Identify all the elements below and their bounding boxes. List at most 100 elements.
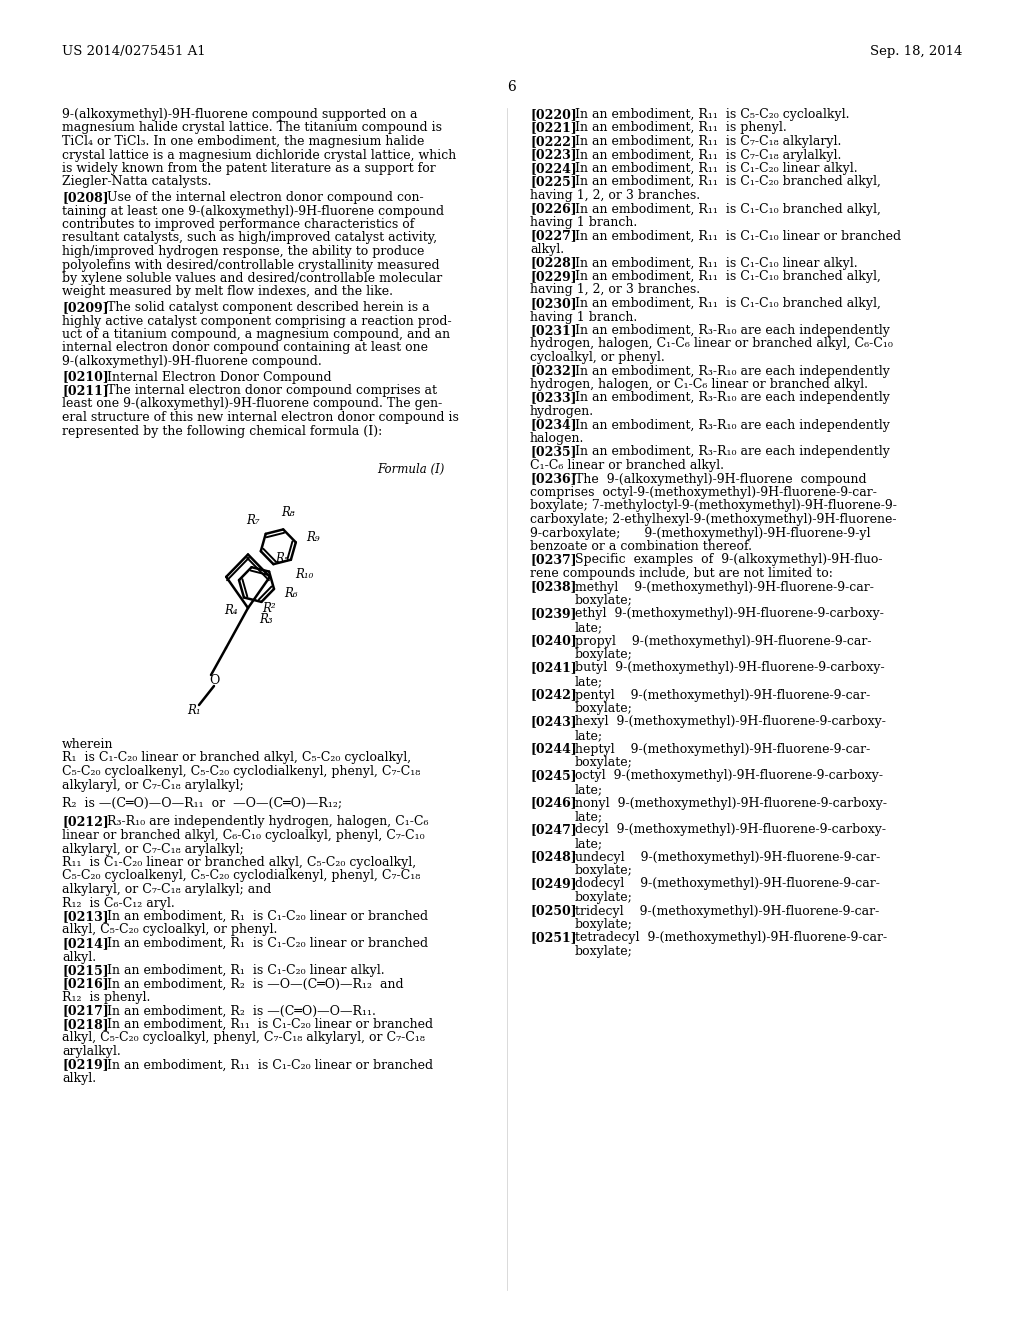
Text: pentyl    9-(methoxymethyl)-9H-fluorene-9-car-: pentyl 9-(methoxymethyl)-9H-fluorene-9-c… [575,689,870,701]
Text: 9-(alkoxymethyl)-9H-fluorene compound supported on a: 9-(alkoxymethyl)-9H-fluorene compound su… [62,108,418,121]
Text: comprises  octyl-9-(methoxymethyl)-9H-fluorene-9-car-: comprises octyl-9-(methoxymethyl)-9H-flu… [530,486,877,499]
Text: [0215]: [0215] [62,964,109,977]
Text: having 1 branch.: having 1 branch. [530,310,637,323]
Text: 6: 6 [508,81,516,94]
Text: [0243]: [0243] [530,715,577,729]
Text: Sep. 18, 2014: Sep. 18, 2014 [869,45,962,58]
Text: [0244]: [0244] [530,742,577,755]
Text: having 1, 2, or 3 branches.: having 1, 2, or 3 branches. [530,284,700,297]
Text: C₁-C₆ linear or branched alkyl.: C₁-C₆ linear or branched alkyl. [530,459,724,473]
Text: In an embodiment, R₁₁  is C₁-C₁₀ branched alkyl,: In an embodiment, R₁₁ is C₁-C₁₀ branched… [575,297,881,310]
Text: [0223]: [0223] [530,149,577,161]
Text: arylalkyl.: arylalkyl. [62,1045,121,1059]
Text: [0233]: [0233] [530,392,577,404]
Text: hydrogen, halogen, or C₁-C₆ linear or branched alkyl.: hydrogen, halogen, or C₁-C₆ linear or br… [530,378,868,391]
Text: In an embodiment, R₁  is C₁-C₂₀ linear or branched: In an embodiment, R₁ is C₁-C₂₀ linear or… [106,909,428,923]
Text: late;: late; [575,620,603,634]
Text: [0237]: [0237] [530,553,577,566]
Text: uct of a titanium compound, a magnesium compound, and an: uct of a titanium compound, a magnesium … [62,327,451,341]
Text: [0238]: [0238] [530,581,577,594]
Text: In an embodiment, R₃-R₁₀ are each independently: In an embodiment, R₃-R₁₀ are each indepe… [575,364,890,378]
Text: boxylate; 7-methyloctyl-9-(methoxymethyl)-9H-fluorene-9-: boxylate; 7-methyloctyl-9-(methoxymethyl… [530,499,897,512]
Text: O: O [209,673,219,686]
Text: In an embodiment, R₁₁  is C₁-C₁₀ branched alkyl,: In an embodiment, R₁₁ is C₁-C₁₀ branched… [575,271,881,282]
Text: R₄: R₄ [224,603,239,616]
Text: In an embodiment, R₁₁  is C₁-C₂₀ linear or branched: In an embodiment, R₁₁ is C₁-C₂₀ linear o… [106,1059,433,1072]
Text: late;: late; [575,810,603,822]
Text: The solid catalyst component described herein is a: The solid catalyst component described h… [106,301,430,314]
Text: US 2014/0275451 A1: US 2014/0275451 A1 [62,45,206,58]
Text: [0229]: [0229] [530,271,577,282]
Text: high/improved hydrogen response, the ability to produce: high/improved hydrogen response, the abi… [62,246,424,257]
Text: In an embodiment, R₁₁  is phenyl.: In an embodiment, R₁₁ is phenyl. [575,121,786,135]
Text: [0208]: [0208] [62,191,109,205]
Text: [0236]: [0236] [530,473,577,486]
Text: [0241]: [0241] [530,661,577,675]
Text: [0234]: [0234] [530,418,577,432]
Text: In an embodiment, R₃-R₁₀ are each independently: In an embodiment, R₃-R₁₀ are each indepe… [575,392,890,404]
Text: tetradecyl  9-(methoxymethyl)-9H-fluorene-9-car-: tetradecyl 9-(methoxymethyl)-9H-fluorene… [575,932,887,945]
Text: [0221]: [0221] [530,121,577,135]
Text: boxylate;: boxylate; [575,594,633,607]
Text: R₁₂  is C₆-C₁₂ aryl.: R₁₂ is C₆-C₁₂ aryl. [62,896,175,909]
Text: C₅-C₂₀ cycloalkenyl, C₅-C₂₀ cyclodialkenyl, phenyl, C₇-C₁₈: C₅-C₂₀ cycloalkenyl, C₅-C₂₀ cyclodialken… [62,870,420,883]
Text: [0225]: [0225] [530,176,577,189]
Text: [0247]: [0247] [530,824,577,837]
Text: [0248]: [0248] [530,850,577,863]
Text: taining at least one 9-(alkoxymethyl)-9H-fluorene compound: taining at least one 9-(alkoxymethyl)-9H… [62,205,444,218]
Text: [0231]: [0231] [530,323,577,337]
Text: alkyl, C₅-C₂₀ cycloalkyl, or phenyl.: alkyl, C₅-C₂₀ cycloalkyl, or phenyl. [62,924,278,936]
Text: represented by the following chemical formula (I):: represented by the following chemical fo… [62,425,382,437]
Text: In an embodiment, R₁₁  is C₁-C₁₀ branched alkyl,: In an embodiment, R₁₁ is C₁-C₁₀ branched… [575,202,881,215]
Text: having 1, 2, or 3 branches.: having 1, 2, or 3 branches. [530,189,700,202]
Text: hexyl  9-(methoxymethyl)-9H-fluorene-9-carboxy-: hexyl 9-(methoxymethyl)-9H-fluorene-9-ca… [575,715,886,729]
Text: by xylene soluble values and desired/controllable molecular: by xylene soluble values and desired/con… [62,272,442,285]
Text: R₁  is C₁-C₂₀ linear or branched alkyl, C₅-C₂₀ cycloalkyl,: R₁ is C₁-C₂₀ linear or branched alkyl, C… [62,751,411,764]
Text: [0210]: [0210] [62,371,109,384]
Text: In an embodiment, R₁₁  is C₁-C₁₀ linear or branched: In an embodiment, R₁₁ is C₁-C₁₀ linear o… [575,230,901,243]
Text: magnesium halide crystal lattice. The titanium compound is: magnesium halide crystal lattice. The ti… [62,121,442,135]
Text: [0218]: [0218] [62,1018,109,1031]
Text: R₁₁  is C₁-C₂₀ linear or branched alkyl, C₅-C₂₀ cycloalkyl,: R₁₁ is C₁-C₂₀ linear or branched alkyl, … [62,855,416,869]
Text: [0249]: [0249] [530,878,577,891]
Text: R₅: R₅ [274,552,289,565]
Text: R₉: R₉ [306,532,321,544]
Text: rene compounds include, but are not limited to:: rene compounds include, but are not limi… [530,568,833,579]
Text: propyl    9-(methoxymethyl)-9H-fluorene-9-car-: propyl 9-(methoxymethyl)-9H-fluorene-9-c… [575,635,871,648]
Text: R₃-R₁₀ are independently hydrogen, halogen, C₁-C₆: R₃-R₁₀ are independently hydrogen, halog… [106,816,428,829]
Text: [0213]: [0213] [62,909,109,923]
Text: ethyl  9-(methoxymethyl)-9H-fluorene-9-carboxy-: ethyl 9-(methoxymethyl)-9H-fluorene-9-ca… [575,607,884,620]
Text: alkylaryl, or C₇-C₁₈ arylalkyl;: alkylaryl, or C₇-C₁₈ arylalkyl; [62,842,244,855]
Text: In an embodiment, R₁₁  is C₁-C₂₀ branched alkyl,: In an embodiment, R₁₁ is C₁-C₂₀ branched… [575,176,881,189]
Text: eral structure of this new internal electron donor compound is: eral structure of this new internal elec… [62,411,459,424]
Text: In an embodiment, R₁₁  is C₁-C₂₀ linear or branched: In an embodiment, R₁₁ is C₁-C₂₀ linear o… [106,1018,433,1031]
Text: [0220]: [0220] [530,108,577,121]
Text: carboxylate; 2-ethylhexyl-9-(methoxymethyl)-9H-fluorene-: carboxylate; 2-ethylhexyl-9-(methoxymeth… [530,513,896,525]
Text: Formula (I): Formula (I) [378,463,445,477]
Text: benzoate or a combination thereof.: benzoate or a combination thereof. [530,540,752,553]
Text: having 1 branch.: having 1 branch. [530,216,637,228]
Text: alkyl, C₅-C₂₀ cycloalkyl, phenyl, C₇-C₁₈ alkylaryl, or C₇-C₁₈: alkyl, C₅-C₂₀ cycloalkyl, phenyl, C₇-C₁₈… [62,1031,425,1044]
Text: In an embodiment, R₁₁  is C₁-C₁₀ linear alkyl.: In an embodiment, R₁₁ is C₁-C₁₀ linear a… [575,256,858,269]
Text: contributes to improved performance characteristics of: contributes to improved performance char… [62,218,415,231]
Text: [0230]: [0230] [530,297,577,310]
Text: In an embodiment, R₂  is —(C═O)—O—R₁₁.: In an embodiment, R₂ is —(C═O)—O—R₁₁. [106,1005,376,1018]
Text: [0219]: [0219] [62,1059,109,1072]
Text: [0216]: [0216] [62,978,109,990]
Text: halogen.: halogen. [530,432,585,445]
Text: linear or branched alkyl, C₆-C₁₀ cycloalkyl, phenyl, C₇-C₁₀: linear or branched alkyl, C₆-C₁₀ cycloal… [62,829,425,842]
Text: [0226]: [0226] [530,202,577,215]
Text: boxylate;: boxylate; [575,648,633,661]
Text: Internal Electron Donor Compound: Internal Electron Donor Compound [106,371,332,384]
Text: boxylate;: boxylate; [575,917,633,931]
Text: crystal lattice is a magnesium dichloride crystal lattice, which: crystal lattice is a magnesium dichlorid… [62,149,457,161]
Text: C₅-C₂₀ cycloalkenyl, C₅-C₂₀ cyclodialkenyl, phenyl, C₇-C₁₈: C₅-C₂₀ cycloalkenyl, C₅-C₂₀ cyclodialken… [62,766,420,777]
Text: In an embodiment, R₃-R₁₀ are each independently: In an embodiment, R₃-R₁₀ are each indepe… [575,323,890,337]
Text: weight measured by melt flow indexes, and the like.: weight measured by melt flow indexes, an… [62,285,393,298]
Text: boxylate;: boxylate; [575,945,633,958]
Text: In an embodiment, R₁  is C₁-C₂₀ linear or branched: In an embodiment, R₁ is C₁-C₂₀ linear or… [106,937,428,950]
Text: In an embodiment, R₁₁  is C₇-C₁₈ arylalkyl.: In an embodiment, R₁₁ is C₇-C₁₈ arylalky… [575,149,842,161]
Text: In an embodiment, R₁₁  is C₅-C₂₀ cycloalkyl.: In an embodiment, R₁₁ is C₅-C₂₀ cycloalk… [575,108,850,121]
Text: [0250]: [0250] [530,904,577,917]
Text: [0251]: [0251] [530,932,577,945]
